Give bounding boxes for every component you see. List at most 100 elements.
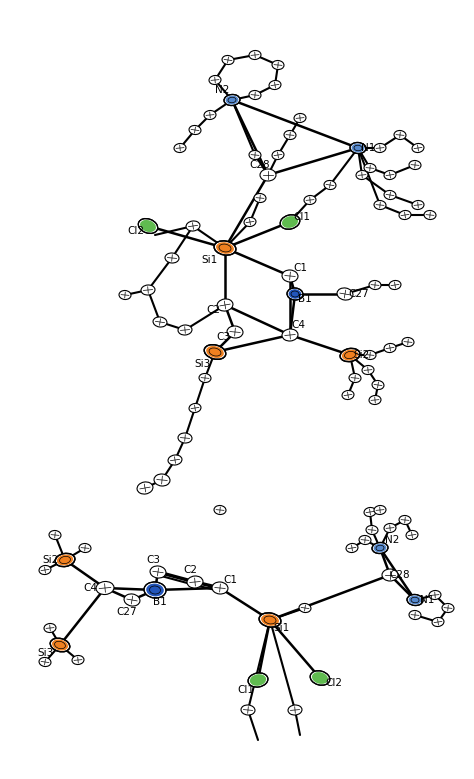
Ellipse shape [340, 348, 360, 361]
Text: N1: N1 [361, 143, 375, 153]
Ellipse shape [146, 583, 164, 597]
Ellipse shape [254, 193, 266, 203]
Ellipse shape [412, 143, 424, 153]
Text: N1: N1 [420, 595, 434, 605]
Ellipse shape [356, 171, 368, 179]
Text: C1: C1 [223, 575, 237, 585]
Ellipse shape [374, 506, 386, 514]
Ellipse shape [269, 80, 281, 90]
Ellipse shape [49, 530, 61, 540]
Ellipse shape [369, 396, 381, 404]
Ellipse shape [261, 614, 279, 626]
Ellipse shape [272, 150, 284, 160]
Ellipse shape [282, 270, 298, 282]
Ellipse shape [189, 404, 201, 413]
Text: Si2: Si2 [43, 555, 59, 565]
Ellipse shape [399, 210, 411, 220]
Ellipse shape [382, 569, 398, 581]
Ellipse shape [204, 111, 216, 119]
Text: Si2: Si2 [354, 350, 370, 360]
Ellipse shape [137, 482, 153, 494]
Ellipse shape [165, 253, 179, 263]
Ellipse shape [206, 346, 224, 358]
Ellipse shape [178, 325, 192, 335]
Ellipse shape [402, 337, 414, 347]
Ellipse shape [153, 317, 167, 327]
Ellipse shape [119, 291, 131, 299]
Ellipse shape [364, 507, 376, 516]
Text: C28: C28 [250, 160, 270, 170]
Ellipse shape [140, 220, 156, 232]
Ellipse shape [249, 90, 261, 100]
Ellipse shape [227, 326, 243, 338]
Ellipse shape [144, 582, 166, 598]
Ellipse shape [407, 594, 423, 605]
Ellipse shape [259, 613, 281, 627]
Ellipse shape [349, 373, 361, 382]
Ellipse shape [154, 474, 170, 486]
Ellipse shape [389, 280, 401, 290]
Ellipse shape [55, 553, 75, 566]
Ellipse shape [409, 160, 421, 170]
Ellipse shape [39, 566, 51, 575]
Ellipse shape [369, 280, 381, 290]
Ellipse shape [124, 594, 140, 606]
Ellipse shape [217, 299, 233, 311]
Ellipse shape [216, 242, 234, 254]
Ellipse shape [342, 350, 358, 361]
Ellipse shape [374, 143, 386, 153]
Ellipse shape [364, 351, 376, 360]
Ellipse shape [299, 604, 311, 612]
Ellipse shape [287, 288, 303, 300]
Ellipse shape [372, 542, 388, 554]
Ellipse shape [352, 143, 365, 153]
Ellipse shape [366, 526, 378, 534]
Ellipse shape [189, 125, 201, 135]
Text: Si1: Si1 [274, 623, 290, 633]
Ellipse shape [364, 164, 376, 172]
Ellipse shape [187, 576, 203, 588]
Ellipse shape [50, 638, 70, 652]
Ellipse shape [168, 455, 182, 465]
Text: Cl2: Cl2 [326, 678, 343, 688]
Ellipse shape [138, 219, 158, 234]
Ellipse shape [79, 544, 91, 552]
Ellipse shape [342, 390, 354, 400]
Ellipse shape [288, 705, 302, 715]
Ellipse shape [424, 210, 436, 220]
Ellipse shape [362, 365, 374, 375]
Ellipse shape [374, 200, 386, 210]
Ellipse shape [150, 566, 166, 578]
Ellipse shape [374, 544, 386, 552]
Ellipse shape [57, 555, 73, 566]
Ellipse shape [39, 657, 51, 667]
Ellipse shape [72, 655, 84, 664]
Ellipse shape [442, 604, 454, 612]
Ellipse shape [384, 171, 396, 179]
Text: B1: B1 [298, 294, 312, 304]
Ellipse shape [310, 671, 330, 686]
Ellipse shape [384, 191, 396, 199]
Text: C4: C4 [83, 583, 97, 593]
Text: B1: B1 [153, 597, 167, 607]
Ellipse shape [249, 150, 261, 160]
Text: N2: N2 [385, 535, 399, 545]
Ellipse shape [244, 217, 256, 227]
Ellipse shape [294, 114, 306, 122]
Ellipse shape [248, 673, 268, 687]
Ellipse shape [432, 618, 444, 626]
Ellipse shape [384, 523, 396, 533]
Text: Cl2: Cl2 [128, 226, 145, 236]
Text: Cl1: Cl1 [237, 685, 255, 695]
Text: C4: C4 [291, 320, 305, 330]
Ellipse shape [324, 181, 336, 189]
Ellipse shape [212, 582, 228, 594]
Ellipse shape [289, 289, 301, 299]
Ellipse shape [394, 131, 406, 139]
Ellipse shape [249, 51, 261, 59]
Ellipse shape [412, 200, 424, 210]
Ellipse shape [284, 131, 296, 139]
Ellipse shape [372, 380, 384, 390]
Text: C1: C1 [293, 263, 307, 273]
Ellipse shape [174, 143, 186, 153]
